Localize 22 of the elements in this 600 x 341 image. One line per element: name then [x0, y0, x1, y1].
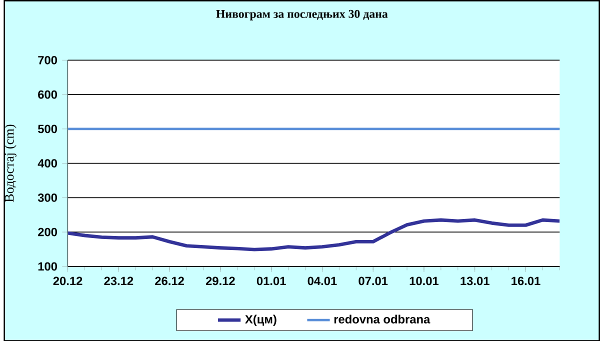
chart-title: Нивограм за последњих 30 дана: [216, 10, 388, 20]
y-tick-label: 200: [38, 228, 57, 236]
x-tick-label: 20.12: [53, 276, 82, 285]
y-axis-title: Водостај (cm): [4, 124, 16, 202]
x-tick-label: 13.01: [460, 276, 490, 285]
y-tick-label: 700: [38, 56, 57, 64]
x-tick-label: 29.12: [206, 276, 235, 285]
x-tick-label: 23.12: [104, 276, 134, 285]
y-tick-label: 600: [38, 90, 57, 99]
y-tick-label: 300: [38, 193, 57, 202]
y-tick-label: 100: [38, 262, 57, 270]
line-series: [68, 218, 560, 252]
x-tick-label: 26.12: [155, 276, 184, 285]
legend-label: redovna odbrana: [334, 314, 430, 324]
x-tick-label: 07.01: [358, 276, 388, 285]
x-tick-label: 10.01: [410, 276, 439, 285]
x-tick-label: 04.01: [308, 276, 337, 285]
legend-label: X(цм): [245, 314, 276, 326]
x-tick-label: 16.01: [512, 276, 540, 285]
x-tick-label: 01.01: [256, 276, 286, 285]
y-tick-label: 500: [38, 124, 57, 133]
y-tick-label: 400: [38, 158, 57, 168]
